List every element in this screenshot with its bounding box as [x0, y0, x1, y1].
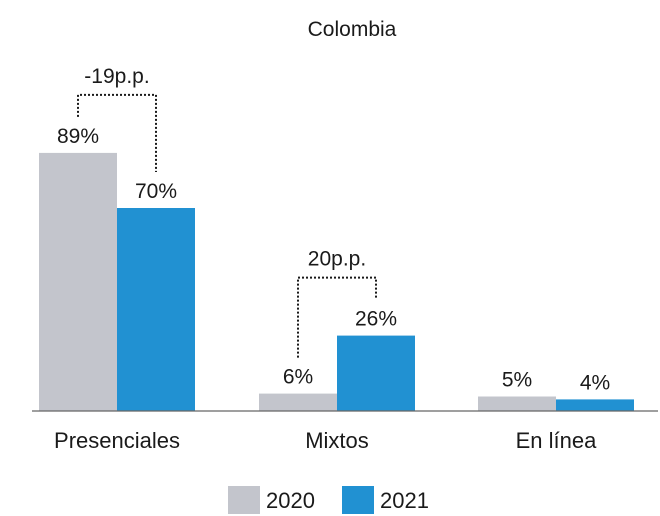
bar-presenciales-2020 [39, 152, 117, 411]
legend-swatch-2020 [228, 486, 260, 514]
bracket-annotation-label: 20p.p. [308, 248, 366, 271]
legend: 2020 2021 [228, 486, 429, 514]
bar-mixtos-2021 [337, 335, 415, 411]
category-labels: Presenciales Mixtos En línea [54, 428, 597, 453]
category-label: Mixtos [305, 428, 369, 453]
chart-title: Colombia [308, 18, 397, 41]
legend-label-2021: 2021 [380, 488, 429, 513]
legend-swatch-2021 [342, 486, 374, 514]
value-label: 89% [57, 125, 99, 148]
category-label: Presenciales [54, 428, 180, 453]
bar-en-línea-2021 [556, 399, 634, 411]
value-label: 4% [580, 371, 610, 394]
value-label: 26% [355, 308, 397, 331]
category-label: En línea [516, 428, 597, 453]
bar-en-línea-2020 [478, 396, 556, 411]
bracket-connector [297, 276, 377, 358]
bar-presenciales-2021 [117, 208, 195, 411]
bars [39, 152, 634, 411]
annotations: -19p.p. 20p.p. [77, 65, 377, 358]
bracket-annotation-label: -19p.p. [84, 65, 149, 88]
value-label: 6% [283, 366, 313, 389]
bracket-connector [77, 93, 157, 172]
value-label: 5% [502, 369, 532, 392]
legend-label-2020: 2020 [266, 488, 315, 513]
bar-mixtos-2020 [259, 393, 337, 411]
value-labels: 89% 70% 6% 26% 5% 4% [57, 125, 610, 395]
value-label: 70% [135, 180, 177, 203]
